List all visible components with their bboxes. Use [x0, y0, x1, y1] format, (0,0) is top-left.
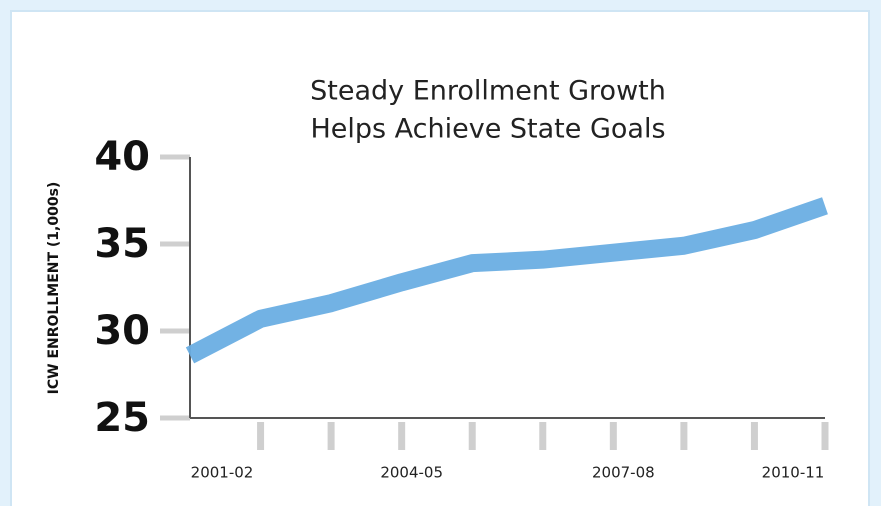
x-tick-label: 2007-08	[592, 464, 655, 482]
y-tick-label: 35	[94, 221, 150, 267]
x-tick-label: 2004-05	[380, 464, 443, 482]
y-tick-label: 40	[94, 134, 150, 180]
y-axis-label: ICW ENROLLMENT (1,000s)	[46, 182, 62, 395]
data-line	[185, 197, 828, 364]
chart-title: Steady Enrollment Growth	[310, 76, 666, 107]
y-tick-label: 30	[94, 308, 150, 354]
chart-title: Helps Achieve State Goals	[310, 114, 665, 145]
x-tick-label: 2001-02	[191, 464, 254, 482]
panel	[10, 10, 870, 506]
x-tick-label: 2010-11	[762, 464, 825, 482]
y-tick-label: 25	[94, 395, 150, 441]
